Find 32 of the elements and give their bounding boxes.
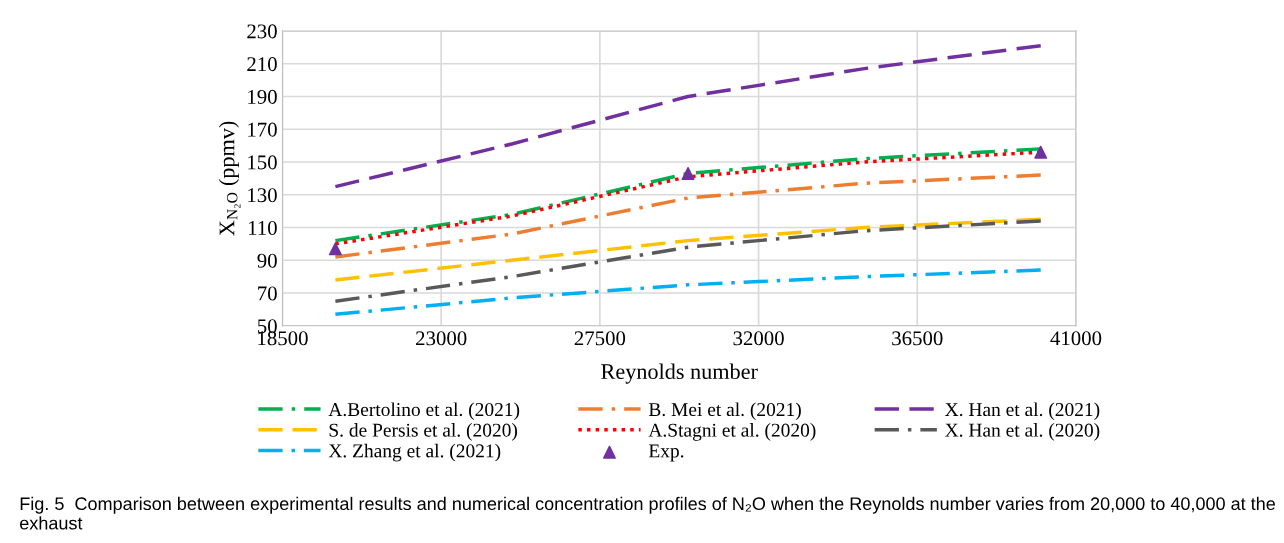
x-tick-label: 32000 <box>733 331 784 346</box>
y-tick-label: 190 <box>248 89 277 104</box>
y-tick-label: 230 <box>247 24 277 39</box>
y-tick-label: 90 <box>257 253 277 268</box>
y-axis-title: X$_{N₂O}$ (ppmv) <box>218 121 241 236</box>
line-series <box>333 43 1043 189</box>
legend-label: A.Bertolino et al. (2021) <box>328 402 520 421</box>
x-tick-label: 27500 <box>574 331 626 346</box>
line-series <box>333 217 1043 282</box>
point <box>1034 145 1048 159</box>
point <box>681 166 695 180</box>
x-axis-title: Reynolds number <box>601 363 758 384</box>
x-tick-label: 36500 <box>892 331 943 346</box>
y-tick-label: 150 <box>248 155 277 170</box>
legend-label: X. Han et al. (2020) <box>945 423 1100 441</box>
point <box>328 242 342 256</box>
legend-label: A.Stagni et al. (2020) <box>648 423 816 441</box>
x-tick-label: 23000 <box>416 331 467 346</box>
legend-label: B. Mei et al. (2021) <box>648 402 801 421</box>
legend-label: X. Zhang et al. (2021) <box>328 443 501 462</box>
legend-label: S. de Persis et al. (2020) <box>329 423 518 441</box>
y-tick-label: 110 <box>248 220 277 235</box>
legend-label: Exp. <box>648 444 684 462</box>
x-tick-label: 41000 <box>1050 331 1102 346</box>
caption: Fig. 5 Comparison between experimental results and numerical concentration profiles of N₂O when the Reynolds number varies from 20,000 to 40,000 at the exhaust <box>20 496 1275 530</box>
line-series <box>333 268 1043 317</box>
y-tick-label: 210 <box>247 57 277 72</box>
y-tick-label: 70 <box>258 286 277 301</box>
y-tick-label: 170 <box>248 122 277 137</box>
y-tick-label: 130 <box>248 188 277 203</box>
legend-label: X. Han et al. (2021) <box>945 402 1100 421</box>
line-series <box>333 219 1043 303</box>
